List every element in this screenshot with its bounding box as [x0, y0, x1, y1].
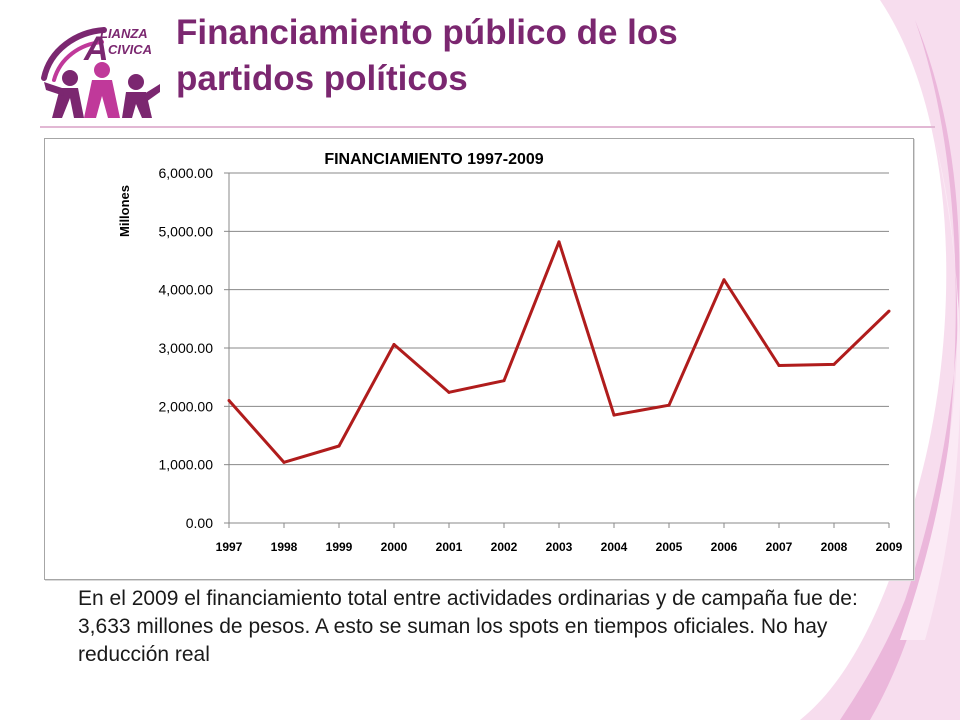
- slide-title: Financiamiento público de los partidos p…: [176, 10, 796, 102]
- logo-initial: A: [83, 30, 109, 68]
- data-point: [777, 364, 781, 367]
- y-tick-label: 6,000.00: [159, 165, 214, 181]
- chart-title: FINANCIAMIENTO 1997-2009: [324, 151, 543, 168]
- gridlines: [229, 172, 889, 466]
- line-chart: FINANCIAMIENTO 1997-2009 Millones 0.00 1,…: [117, 151, 903, 554]
- y-tick-label: 2,000.00: [159, 398, 214, 414]
- x-tick-label: 1999: [326, 540, 353, 554]
- y-tick-label: 5,000.00: [159, 223, 214, 239]
- logo-figure-right: [122, 74, 160, 118]
- data-point: [282, 460, 286, 464]
- pink-swirl-inner: [900, 140, 960, 640]
- series-line: [227, 240, 891, 464]
- x-tick-label: 2003: [546, 540, 573, 554]
- data-point: [557, 240, 561, 244]
- x-tick-label: 2000: [381, 540, 408, 554]
- logo-text-line2: CIVICA: [108, 42, 152, 57]
- y-axis-label: Millones: [117, 185, 132, 237]
- x-tick-labels: 1997 1998 1999 2000 2001 2002 2003 2004 2005 2006…: [216, 540, 903, 554]
- y-tick-label: 1,000.00: [159, 457, 214, 473]
- data-point: [832, 362, 836, 366]
- logo-arc-2: [52, 40, 104, 82]
- data-point: [337, 444, 341, 448]
- summary-text: En el 2009 el financiamiento total entre…: [78, 587, 858, 666]
- data-point: [227, 399, 231, 402]
- logo-figure-left: [44, 70, 84, 118]
- x-tick-label: 2001: [436, 540, 463, 554]
- x-tick-label: 2005: [656, 540, 683, 554]
- slide-title-line2: partidos políticos: [176, 59, 468, 98]
- logo-figure-middle: [84, 62, 120, 118]
- title-divider: [40, 126, 935, 128]
- chart-container: FINANCIAMIENTO 1997-2009 Millones 0.00 1,…: [44, 138, 914, 580]
- x-tick-label: 2004: [601, 540, 628, 554]
- slide-title-line1: Financiamiento público de los: [176, 13, 678, 52]
- y-tick-label: 0.00: [186, 515, 213, 531]
- alianza-civica-logo: A LIANZA CIVICA: [41, 26, 160, 118]
- x-tick-label: 2009: [876, 540, 903, 554]
- x-tick-label: 2002: [491, 540, 518, 554]
- y-tick-label: 4,000.00: [159, 282, 214, 298]
- y-tick-labels: 0.00 1,000.00 2,000.00 3,000.00 4,000.00 5,00…: [159, 165, 214, 531]
- logo-arc-1: [41, 27, 107, 81]
- data-point: [667, 403, 671, 407]
- x-tick-label: 2006: [711, 540, 738, 554]
- data-point: [612, 413, 616, 417]
- x-tick-label: 1998: [271, 540, 298, 554]
- series: [227, 240, 891, 464]
- data-point: [887, 309, 891, 313]
- data-point: [392, 343, 396, 346]
- data-point: [502, 379, 506, 383]
- pink-swirl-outer: [800, 0, 960, 720]
- logo-text-line1: LIANZA: [100, 26, 148, 41]
- y-tick-label: 3,000.00: [159, 340, 214, 356]
- x-tick-label: 2007: [766, 540, 793, 554]
- x-tick-label: 1997: [216, 540, 243, 554]
- data-point: [447, 390, 451, 394]
- axes: [224, 172, 890, 528]
- x-tick-label: 2008: [821, 540, 848, 554]
- data-point: [722, 278, 726, 282]
